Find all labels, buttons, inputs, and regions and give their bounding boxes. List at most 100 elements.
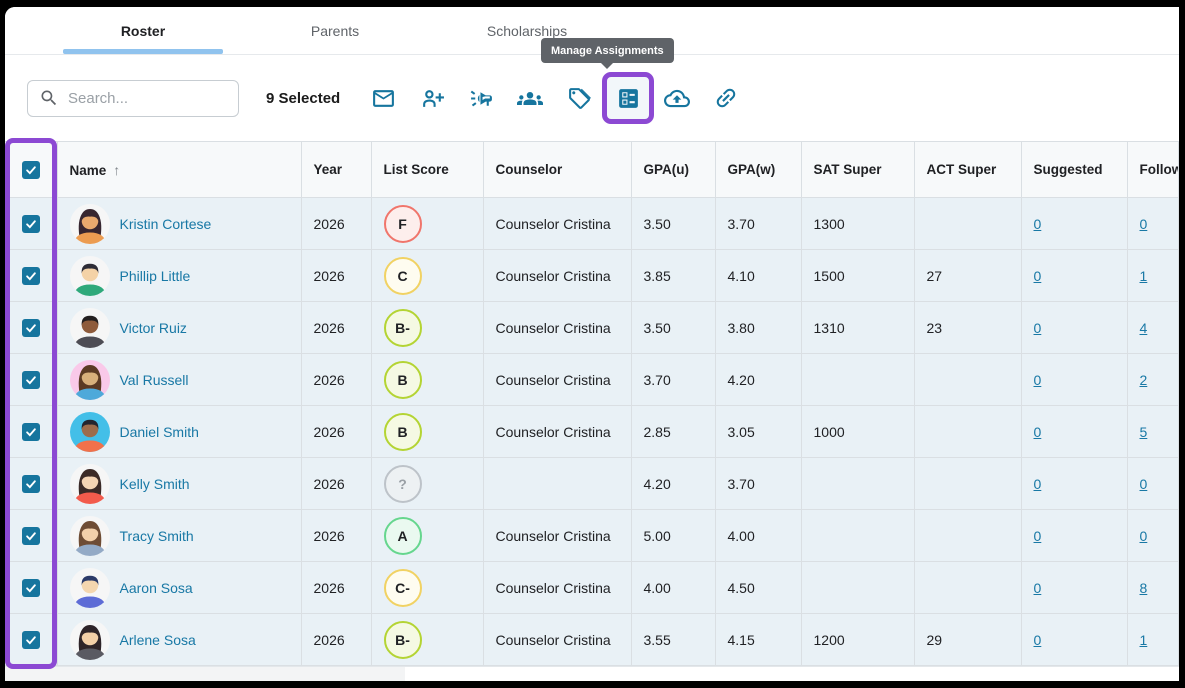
row-checkbox[interactable]	[21, 630, 40, 649]
suggested-link[interactable]: 0	[1033, 475, 1042, 492]
suggested-link[interactable]: 0	[1033, 371, 1042, 388]
manage-assignments-highlight	[602, 72, 655, 124]
list-score-cell: B-	[371, 613, 484, 666]
column-header-year[interactable]: Year	[301, 141, 372, 198]
follow-cell: 0	[1127, 457, 1179, 510]
add-person-icon[interactable]	[419, 85, 445, 111]
name-cell: Daniel Smith	[57, 405, 302, 458]
follow-link[interactable]: 1	[1139, 267, 1148, 284]
table-row: Victor Ruiz 2026 B- Counselor Cristina 3…	[5, 301, 1179, 354]
sat-super-cell	[801, 353, 915, 406]
suggested-link[interactable]: 0	[1033, 267, 1042, 284]
row-checkbox-cell	[5, 197, 58, 250]
follow-link[interactable]: 0	[1139, 527, 1148, 544]
follow-link[interactable]: 0	[1139, 215, 1148, 232]
student-name-link[interactable]: Tracy Smith	[119, 527, 194, 544]
year-cell: 2026	[301, 249, 372, 302]
column-header-act-super[interactable]: ACT Super	[914, 141, 1022, 198]
column-header-name[interactable]: Name ↑	[57, 141, 302, 198]
announcement-icon[interactable]	[468, 85, 494, 111]
follow-link[interactable]: 4	[1139, 319, 1148, 336]
student-name-link[interactable]: Val Russell	[119, 371, 189, 388]
act-super-cell	[914, 197, 1022, 250]
follow-link[interactable]: 1	[1139, 631, 1148, 648]
column-header-gpa-u[interactable]: GPA(u)	[631, 141, 716, 198]
row-checkbox[interactable]	[21, 370, 40, 389]
tab-roster[interactable]: Roster	[47, 7, 239, 55]
column-header-suggested[interactable]: Suggested	[1021, 141, 1128, 198]
year-cell: 2026	[301, 509, 372, 562]
column-header-gpa-w[interactable]: GPA(w)	[715, 141, 802, 198]
name-cell: Tracy Smith	[57, 509, 302, 562]
table-row: Tracy Smith 2026 A Counselor Cristina 5.…	[5, 509, 1179, 562]
suggested-cell: 0	[1021, 509, 1128, 562]
student-name-link[interactable]: Phillip Little	[119, 267, 191, 284]
row-checkbox-cell	[5, 613, 58, 666]
row-checkbox[interactable]	[21, 526, 40, 545]
tab-parents-label: Parents	[310, 22, 360, 39]
row-checkbox[interactable]	[21, 422, 40, 441]
search-input[interactable]	[68, 89, 227, 107]
suggested-link[interactable]: 0	[1033, 215, 1042, 232]
name-cell: Kelly Smith	[57, 457, 302, 510]
avatar	[69, 203, 110, 244]
counselor-cell: Counselor Cristina	[483, 353, 632, 406]
row-checkbox[interactable]	[21, 474, 40, 493]
follow-link[interactable]: 8	[1139, 579, 1148, 596]
column-header-list-score[interactable]: List Score	[371, 141, 484, 198]
sat-super-cell: 1200	[801, 613, 915, 666]
sat-super-cell: 1000	[801, 405, 915, 458]
counselor-cell: Counselor Cristina	[483, 301, 632, 354]
gpa-w-cell: 4.15	[715, 613, 802, 666]
act-super-cell: 27	[914, 249, 1022, 302]
act-super-cell	[914, 353, 1022, 406]
row-checkbox[interactable]	[21, 318, 40, 337]
student-name-link[interactable]: Aaron Sosa	[119, 579, 193, 596]
student-name-link[interactable]: Kristin Cortese	[119, 215, 212, 232]
tab-parents[interactable]: Parents	[239, 7, 431, 55]
column-header-follow[interactable]: Follow	[1127, 141, 1179, 198]
gpa-u-cell: 3.55	[631, 613, 716, 666]
tab-scholarships[interactable]: Scholarships	[431, 7, 623, 55]
follow-link[interactable]: 5	[1139, 423, 1148, 440]
suggested-link[interactable]: 0	[1033, 423, 1042, 440]
row-checkbox[interactable]	[21, 214, 40, 233]
follow-link[interactable]: 0	[1139, 475, 1148, 492]
student-name-link[interactable]: Arlene Sosa	[119, 631, 196, 648]
year-cell: 2026	[301, 405, 372, 458]
year-cell: 2026	[301, 457, 372, 510]
select-all-checkbox[interactable]	[21, 160, 40, 179]
horizontal-scrollbar-thumb[interactable]	[5, 667, 405, 681]
row-checkbox-cell	[5, 405, 58, 458]
follow-link[interactable]: 2	[1139, 371, 1148, 388]
table-row: Kristin Cortese 2026 F Counselor Cristin…	[5, 197, 1179, 250]
gpa-u-cell: 2.85	[631, 405, 716, 458]
row-checkbox[interactable]	[21, 578, 40, 597]
suggested-cell: 0	[1021, 457, 1128, 510]
row-checkbox[interactable]	[21, 266, 40, 285]
email-icon[interactable]	[370, 85, 396, 111]
avatar	[69, 515, 110, 556]
suggested-cell: 0	[1021, 301, 1128, 354]
act-super-cell: 29	[914, 613, 1022, 666]
suggested-link[interactable]: 0	[1033, 319, 1042, 336]
counselor-cell: Counselor Cristina	[483, 197, 632, 250]
suggested-link[interactable]: 0	[1033, 527, 1042, 544]
gpa-u-cell: 3.50	[631, 301, 716, 354]
student-name-link[interactable]: Victor Ruiz	[119, 319, 187, 336]
search-box[interactable]	[27, 79, 239, 117]
row-checkbox-cell	[5, 457, 58, 510]
counselor-cell	[483, 457, 632, 510]
suggested-link[interactable]: 0	[1033, 631, 1042, 648]
tags-icon[interactable]	[566, 85, 592, 111]
student-name-link[interactable]: Daniel Smith	[119, 423, 199, 440]
groups-icon[interactable]	[517, 85, 544, 111]
column-header-counselor[interactable]: Counselor	[483, 141, 632, 198]
suggested-link[interactable]: 0	[1033, 579, 1042, 596]
column-header-sat-super[interactable]: SAT Super	[801, 141, 915, 198]
manage-assignments-icon[interactable]	[615, 85, 641, 111]
gpa-u-cell: 4.20	[631, 457, 716, 510]
link-icon[interactable]	[713, 85, 739, 111]
student-name-link[interactable]: Kelly Smith	[119, 475, 190, 492]
cloud-upload-icon[interactable]	[664, 85, 691, 111]
